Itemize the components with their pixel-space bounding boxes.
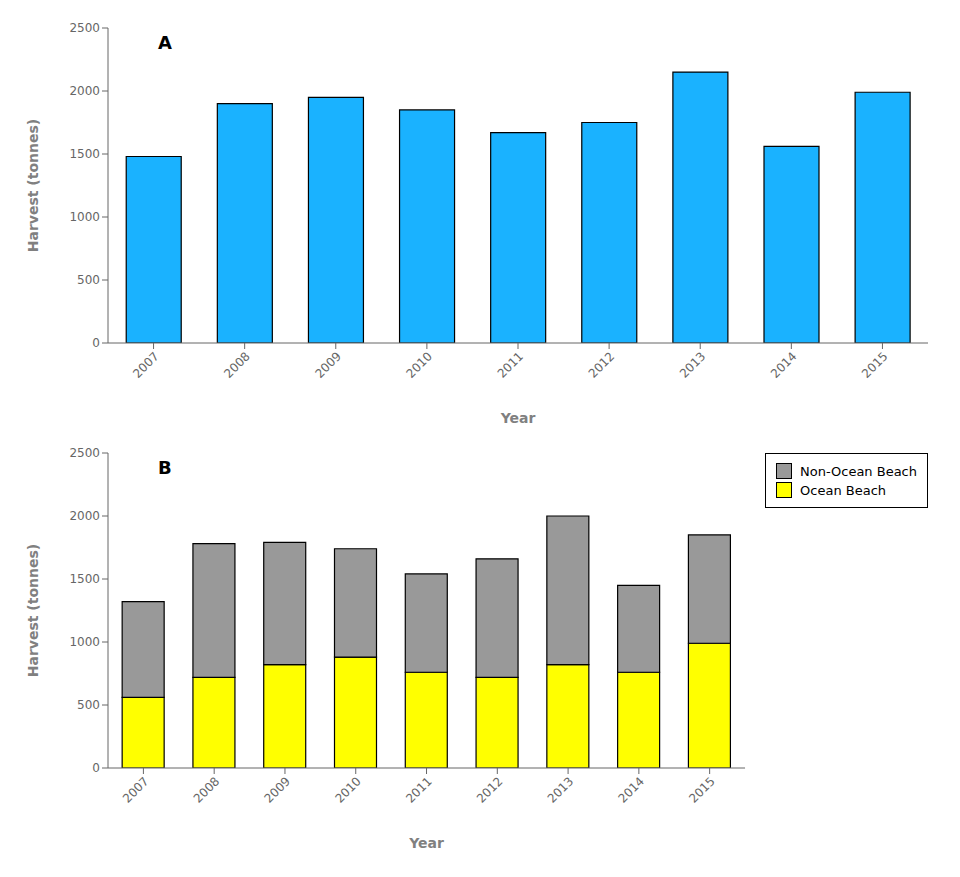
html-text:Ocean Beach: Ocean Beach: [800, 482, 886, 498]
svg-text:2009: 2009: [262, 774, 293, 805]
svg-text:Harvest (tonnes): Harvest (tonnes): [25, 544, 41, 677]
svg-text:2007: 2007: [120, 774, 151, 805]
svg-text:2011: 2011: [495, 349, 526, 380]
html-text:A: A: [158, 32, 172, 53]
svg-text:1000: 1000: [69, 635, 100, 649]
svg-text:Year: Year: [500, 410, 536, 426]
svg-text:2012: 2012: [474, 774, 505, 805]
svg-text:2000: 2000: [69, 84, 100, 98]
svg-text:2009: 2009: [312, 349, 343, 380]
svg-text:500: 500: [77, 273, 100, 287]
svg-text:2007: 2007: [130, 349, 161, 380]
svg-text:2011: 2011: [403, 774, 434, 805]
svg-text:2013: 2013: [545, 774, 576, 805]
svg-text:2014: 2014: [616, 774, 647, 805]
svg-text:2014: 2014: [768, 349, 799, 380]
svg-text:2500: 2500: [69, 446, 100, 460]
svg-text:Year: Year: [408, 835, 444, 851]
html-text:Non-Ocean Beach: Non-Ocean Beach: [800, 463, 917, 479]
svg-text:1500: 1500: [69, 572, 100, 586]
svg-text:Harvest (tonnes): Harvest (tonnes): [25, 119, 41, 252]
svg-text:2500: 2500: [69, 21, 100, 35]
svg-text:2013: 2013: [677, 349, 708, 380]
svg-text:2010: 2010: [404, 349, 435, 380]
svg-text:500: 500: [77, 698, 100, 712]
svg-text:1000: 1000: [69, 210, 100, 224]
svg-text:2000: 2000: [69, 509, 100, 523]
svg-text:2008: 2008: [191, 774, 222, 805]
svg-text:2010: 2010: [332, 774, 363, 805]
svg-text:1500: 1500: [69, 147, 100, 161]
svg-text:2015: 2015: [686, 774, 717, 805]
svg-text:2012: 2012: [586, 349, 617, 380]
svg-text:2015: 2015: [859, 349, 890, 380]
svg-text:0: 0: [92, 336, 100, 350]
svg-text:0: 0: [92, 761, 100, 775]
svg-text:2008: 2008: [221, 349, 252, 380]
html-text:B: B: [158, 457, 172, 478]
